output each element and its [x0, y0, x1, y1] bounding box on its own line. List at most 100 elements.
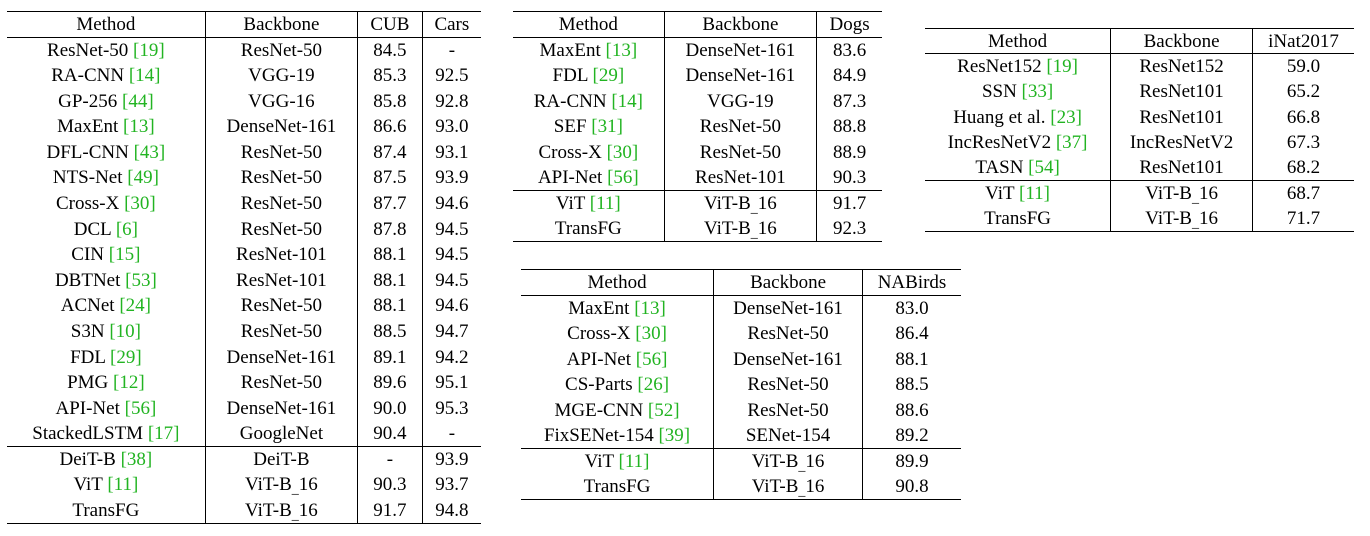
score-cell: 67.3	[1286, 132, 1321, 154]
citation-link[interactable]: [53]	[125, 269, 157, 291]
method-name: GP-256	[58, 90, 118, 112]
method-cell: MaxEnt [13]	[7, 113, 206, 140]
citation-number: 39	[664, 425, 684, 447]
table-row: FDL [29] DenseNet-161 89.1 94.2	[7, 344, 481, 370]
citation-link[interactable]: [13]	[123, 116, 155, 138]
citation-number: 24	[125, 295, 145, 317]
citation-link[interactable]: [15]	[108, 244, 141, 266]
citation-number: 11	[596, 193, 615, 215]
citation-link[interactable]: [43]	[133, 141, 166, 163]
nabirds-results-table: Method Backbone NABirds MaxEnt [13] DenseNet…	[521, 269, 961, 501]
score-cell: 90.0	[357, 395, 423, 421]
score-cell: 65.2	[1286, 81, 1321, 103]
citation-link[interactable]: [24]	[119, 295, 151, 317]
table-row: StackedLSTM [17] GoogleNet 90.4-	[7, 421, 481, 447]
citation-number: 14	[135, 64, 155, 86]
citation-link[interactable]: [10]	[109, 320, 141, 342]
score-cell: 87.7	[357, 190, 423, 217]
method-name: SEF	[553, 116, 587, 138]
citation-link[interactable]: [14]	[128, 64, 161, 86]
citation-link[interactable]: [11]	[589, 193, 621, 215]
citation-link[interactable]: [30]	[635, 322, 667, 344]
method-cell: DCL [6]	[7, 216, 206, 242]
citation-link[interactable]: [11]	[107, 474, 139, 496]
backbone-cell: SENet-154	[713, 423, 864, 449]
backbone-cell: ResNet-50	[205, 37, 359, 63]
underscore-glyph: _	[291, 482, 299, 498]
citation-number: 37	[1062, 132, 1082, 154]
backbone-cell: ResNet-50	[205, 293, 359, 319]
citation-link[interactable]: [17]	[147, 423, 180, 445]
table-row: ResNet-50 [19] ResNet-50 84.5-	[7, 37, 481, 63]
method-name: CS-Parts	[565, 374, 633, 396]
table-row: Cross-X [30] ResNet-50 88.9	[513, 139, 882, 166]
citation-link[interactable]: [33]	[1021, 81, 1054, 103]
table-row: IncResNetV2 [37] IncResNetV2 67.3	[925, 130, 1354, 156]
score-cell: 88.8	[832, 116, 867, 138]
backbone-cell: ViT-B_16	[664, 216, 818, 242]
column-header: Dogs	[829, 13, 870, 35]
citation-link[interactable]: [13]	[634, 297, 666, 319]
citation-link[interactable]: [14]	[611, 90, 643, 112]
table-row: TASN [54] ResNet101 68.2	[925, 155, 1354, 181]
citation-link[interactable]: [56]	[607, 167, 639, 189]
citation-link[interactable]: [54]	[1028, 157, 1060, 179]
backbone-cell: ResNet-50	[205, 190, 359, 217]
column-header: Method	[925, 28, 1112, 54]
citation-link[interactable]: [19]	[1046, 56, 1078, 78]
citation-link[interactable]: [12]	[113, 372, 145, 394]
method-name: API-Net	[566, 348, 632, 370]
citation-number: 12	[119, 372, 139, 394]
citation-link[interactable]: [44]	[121, 90, 154, 112]
score-cell: 71.7	[1286, 208, 1321, 230]
method-cell: MaxEnt [13]	[513, 37, 665, 63]
citation-link[interactable]: [31]	[591, 116, 623, 138]
citation-link[interactable]: [39]	[658, 425, 691, 447]
citation-link[interactable]: [30]	[606, 141, 639, 163]
underscore-glyph: _	[750, 201, 758, 217]
citation-link[interactable]: [26]	[637, 374, 670, 396]
citation-link[interactable]: [23]	[1050, 106, 1082, 128]
method-cell: IncResNetV2 [37]	[925, 130, 1112, 156]
method-name: MaxEnt	[568, 297, 630, 319]
table-row: ViT [11] ViT-B_16 91.7	[513, 190, 882, 217]
citation-link[interactable]: [11]	[1019, 183, 1050, 205]
score-cell: 88.6	[895, 399, 929, 421]
table-header: Method Backbone Dogs	[513, 11, 882, 38]
method-cell: ViT [11]	[521, 448, 715, 475]
citation-link[interactable]: [56]	[124, 397, 157, 419]
citation-link[interactable]: [38]	[120, 449, 153, 471]
citation-link[interactable]: [6]	[115, 218, 138, 240]
citation-link[interactable]: [52]	[647, 399, 680, 421]
method-name: Cross-X	[538, 141, 602, 163]
score-cell: 90.3	[832, 167, 867, 189]
score-cell: 83.0	[895, 297, 929, 319]
citation-link[interactable]: [29]	[110, 346, 142, 368]
citation-number: 38	[126, 449, 146, 471]
column-header: Backbone	[713, 269, 864, 296]
citation-link[interactable]: [30]	[124, 192, 156, 214]
citation-link[interactable]: [29]	[592, 64, 625, 86]
citation-link[interactable]: [56]	[635, 348, 668, 370]
citation-number: 49	[133, 167, 153, 189]
method-name: DFL-CNN	[46, 141, 129, 163]
method-cell: Huang et al. [23]	[925, 104, 1112, 131]
transformer-rows: ViT [11] ViT-B_16 89.9 TransFG ViT-B_16 90.8	[521, 448, 961, 500]
method-name: DCL	[73, 218, 112, 240]
citation-number: 15	[115, 244, 135, 266]
method-name: MaxEnt	[57, 116, 119, 138]
baseline-rows: MaxEnt [13] DenseNet-161 83.0 Cross-X [30] R…	[521, 295, 961, 449]
citation-link[interactable]: [49]	[127, 167, 159, 189]
citation-link[interactable]: [19]	[133, 39, 165, 61]
method-cell: Cross-X [30]	[513, 139, 665, 166]
score-cell: 88.1	[357, 267, 423, 294]
citation-link[interactable]: [11]	[618, 451, 650, 473]
method-cell: ViT [11]	[7, 472, 206, 498]
method-cell: TASN [54]	[925, 155, 1112, 181]
score-cell: 88.1	[895, 348, 929, 370]
citation-link[interactable]: [13]	[605, 39, 638, 61]
method-cell: SEF [31]	[513, 113, 665, 140]
citation-link[interactable]: [37]	[1055, 132, 1088, 154]
table-row: ViT [11] ViT-B_16 68.7	[925, 180, 1354, 207]
baseline-rows: ResNet152 [19] ResNet152 59.0 SSN [33] ResNe…	[925, 53, 1354, 181]
